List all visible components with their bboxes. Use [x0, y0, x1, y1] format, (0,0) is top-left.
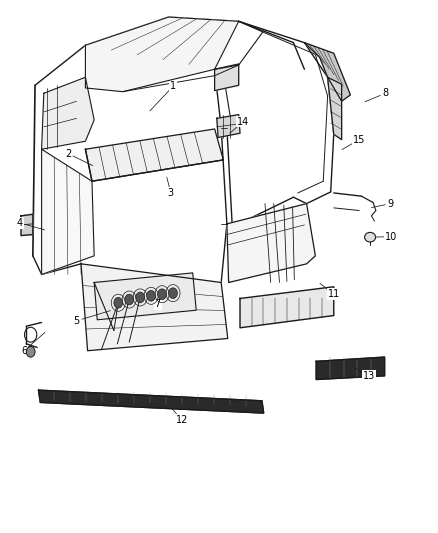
Polygon shape	[81, 264, 228, 351]
Polygon shape	[227, 204, 315, 282]
Polygon shape	[85, 129, 223, 181]
Circle shape	[114, 297, 123, 308]
Polygon shape	[39, 390, 264, 413]
Text: 9: 9	[388, 199, 394, 208]
Text: 4: 4	[17, 218, 23, 228]
Circle shape	[147, 290, 155, 301]
Circle shape	[169, 288, 177, 298]
Text: 5: 5	[74, 316, 80, 326]
Circle shape	[125, 294, 134, 305]
Text: 7: 7	[155, 299, 161, 309]
Text: 6: 6	[21, 346, 27, 356]
Polygon shape	[21, 214, 33, 236]
Polygon shape	[42, 77, 94, 149]
Text: 3: 3	[168, 188, 174, 198]
Polygon shape	[240, 287, 334, 328]
Polygon shape	[316, 357, 385, 379]
Polygon shape	[42, 149, 94, 274]
Polygon shape	[215, 64, 239, 91]
Text: 13: 13	[363, 371, 375, 381]
Text: 8: 8	[382, 88, 389, 98]
Text: 2: 2	[65, 149, 71, 158]
Polygon shape	[304, 43, 350, 101]
Text: 10: 10	[385, 232, 397, 241]
Ellipse shape	[364, 232, 376, 242]
Text: 14: 14	[237, 117, 249, 126]
Circle shape	[136, 292, 145, 303]
Text: 11: 11	[328, 289, 340, 299]
Text: 12: 12	[176, 415, 188, 425]
Circle shape	[158, 289, 166, 300]
Circle shape	[26, 346, 35, 357]
Polygon shape	[217, 115, 240, 138]
Polygon shape	[328, 77, 342, 140]
Text: 15: 15	[353, 135, 365, 144]
Text: 1: 1	[170, 82, 176, 91]
Polygon shape	[85, 17, 239, 92]
Polygon shape	[94, 273, 196, 320]
